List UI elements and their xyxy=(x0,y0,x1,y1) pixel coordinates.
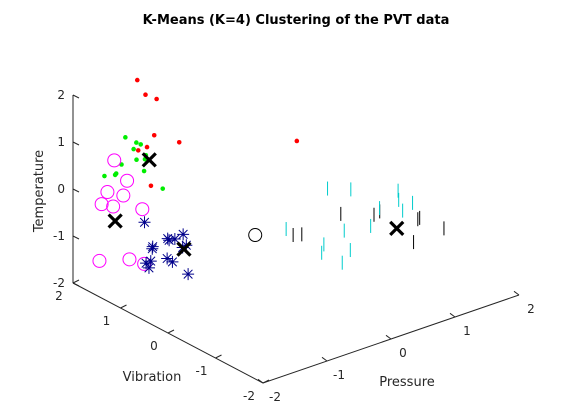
data-point xyxy=(138,216,151,229)
z-axis-label: Temperature xyxy=(32,150,47,233)
x-tick-mark xyxy=(513,290,520,296)
data-point xyxy=(144,255,157,268)
axes xyxy=(72,94,520,384)
data-point xyxy=(163,234,176,247)
z-tick-label: -1 xyxy=(53,229,65,243)
data-point xyxy=(135,202,150,217)
y-tick-label: 2 xyxy=(55,289,63,303)
data-point xyxy=(120,173,135,188)
y-tick-mark xyxy=(215,354,222,359)
data-point xyxy=(134,157,139,163)
chart-title: K-Means (K=4) Clustering of the PVT data xyxy=(143,13,450,28)
x-tick-label: -1 xyxy=(333,368,345,382)
centroid-marker xyxy=(107,213,123,229)
x-tick-label: -2 xyxy=(269,390,281,404)
y-axis-label: Vibration xyxy=(123,370,182,385)
centroid-marker xyxy=(176,241,192,257)
data-point xyxy=(112,172,118,178)
centroid-marker xyxy=(141,152,157,168)
data-point xyxy=(107,153,122,168)
data-point xyxy=(100,185,115,200)
y-tick-label: -2 xyxy=(243,389,255,403)
x-tick-mark xyxy=(449,312,456,318)
y-tick-mark xyxy=(72,279,80,284)
data-point xyxy=(177,228,190,241)
data-point xyxy=(134,77,140,83)
z-tick-mark xyxy=(72,235,80,240)
data-point xyxy=(154,96,159,102)
z-tick-label: -2 xyxy=(53,276,65,290)
data-point xyxy=(122,252,137,267)
y-tick-mark xyxy=(167,329,175,334)
data-point xyxy=(131,146,136,152)
y-tick-label: 0 xyxy=(150,339,158,353)
z-tick-mark xyxy=(72,188,80,193)
x-tick-label: 2 xyxy=(527,302,535,316)
y-tick-label: 1 xyxy=(103,314,111,328)
data-point xyxy=(102,173,107,179)
data-point xyxy=(182,268,195,281)
data-point xyxy=(166,255,179,268)
data-point xyxy=(140,257,153,270)
data-point xyxy=(148,183,154,189)
y-tick-mark xyxy=(120,304,127,309)
y-tick-mark xyxy=(262,379,270,384)
data-point xyxy=(116,188,131,203)
data-point xyxy=(161,252,174,265)
data-point xyxy=(134,140,139,145)
z-tick-label: 2 xyxy=(57,88,65,102)
data-point xyxy=(143,92,148,97)
y-tick-label: -1 xyxy=(196,364,208,378)
data-point xyxy=(92,253,107,268)
x-axis-label: Pressure xyxy=(379,375,435,390)
data-point xyxy=(168,233,181,246)
data-point xyxy=(94,197,109,212)
x-tick-label: 1 xyxy=(463,324,471,338)
data-point xyxy=(294,138,300,144)
data-point xyxy=(142,261,155,274)
centroid-marker xyxy=(389,220,405,236)
z-tick-mark xyxy=(72,282,80,287)
z-tick-label: 1 xyxy=(57,135,65,149)
data-point xyxy=(138,142,144,147)
x-tick-mark xyxy=(321,356,328,362)
z-tick-mark xyxy=(72,141,80,146)
data-point xyxy=(151,132,157,138)
data-point xyxy=(106,199,121,214)
z-tick-mark xyxy=(72,94,80,99)
x-tick-mark xyxy=(385,334,392,340)
data-point xyxy=(160,186,166,191)
data-point xyxy=(176,139,182,145)
x-tick-mark xyxy=(257,378,264,384)
data-point xyxy=(146,242,159,255)
data-point xyxy=(144,144,150,150)
x-tick-label: 0 xyxy=(399,346,407,360)
data-point xyxy=(123,135,128,140)
z-tick-label: 0 xyxy=(57,182,65,196)
data-point xyxy=(141,168,147,174)
data-marks xyxy=(92,77,445,281)
centroid-marks xyxy=(107,152,405,257)
data-point xyxy=(135,148,141,153)
data-point xyxy=(248,228,263,243)
